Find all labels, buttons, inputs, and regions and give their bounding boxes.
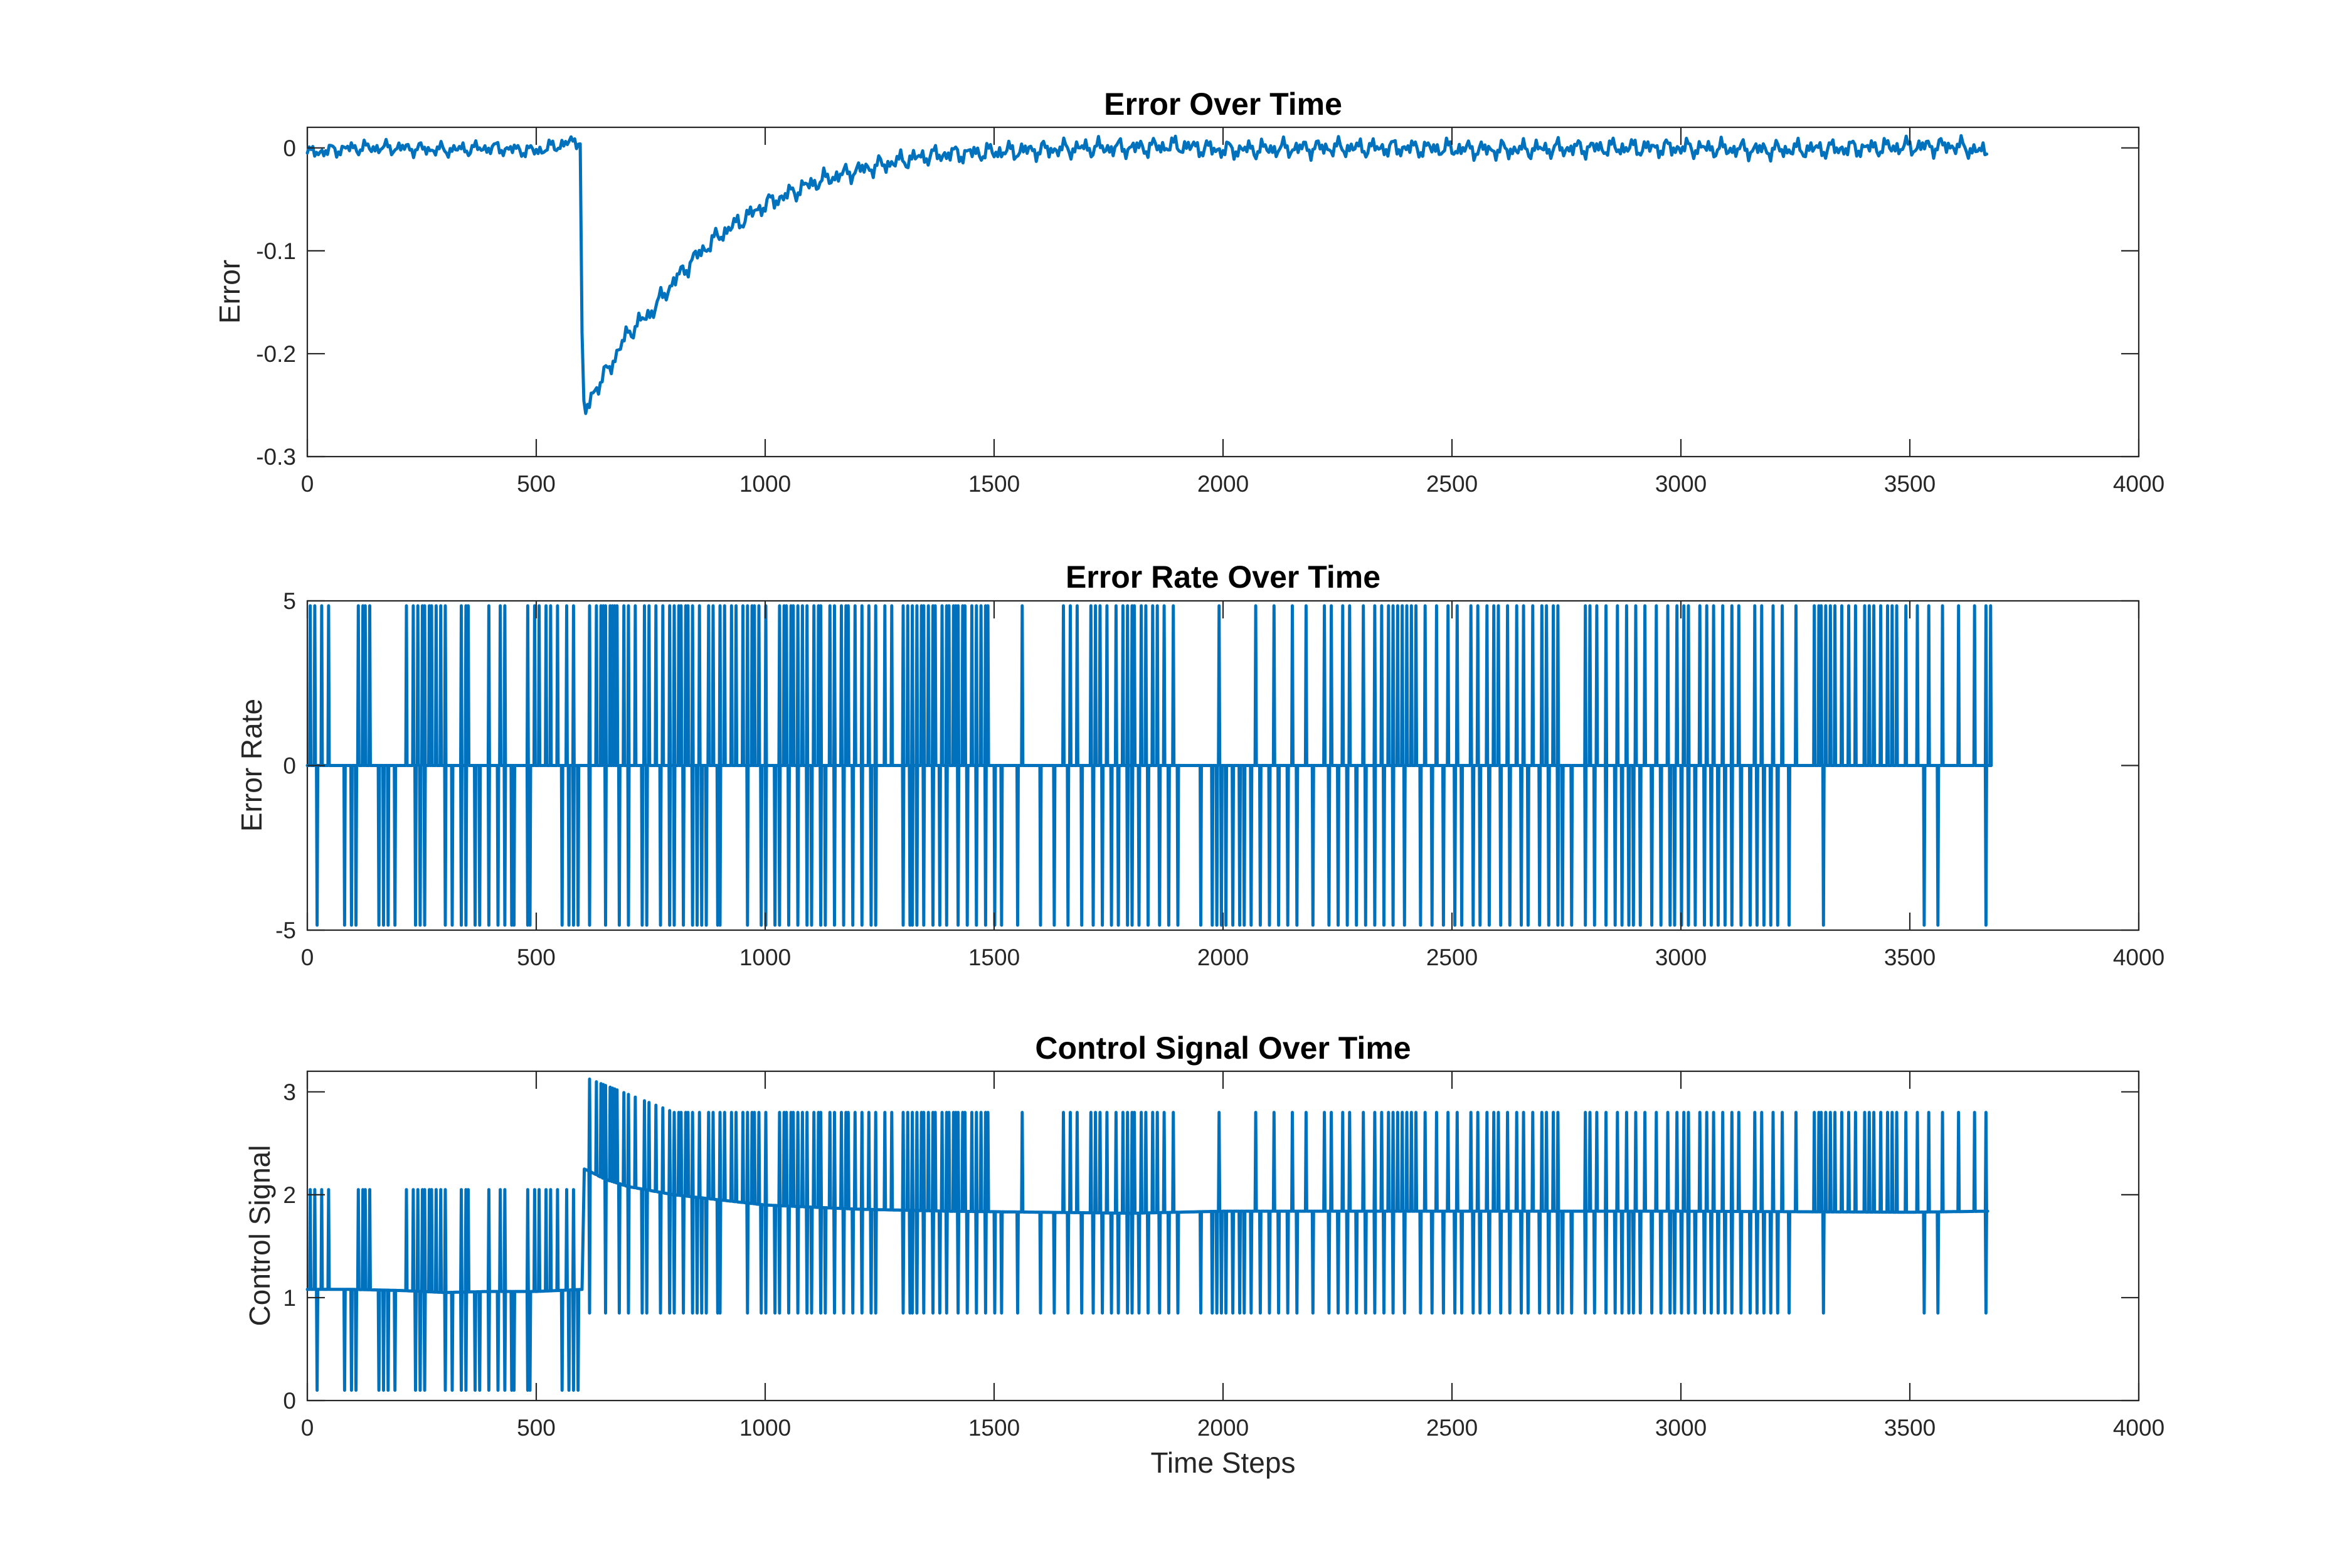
control-signal-x-tick-label: 1000 <box>739 1415 791 1441</box>
error-rate-x-tick-label: 4000 <box>2113 945 2164 970</box>
error-x-tick-label: 2000 <box>1197 471 1249 497</box>
error-y-tick-label: -0.3 <box>256 444 296 470</box>
error-y-tick-label: -0.1 <box>256 238 296 264</box>
error-x-tick-label: 0 <box>301 471 314 497</box>
error-rate-x-tick-label: 1000 <box>739 945 791 970</box>
control-signal-x-tick-label: 4000 <box>2113 1415 2164 1441</box>
control-signal-x-tick-label: 3000 <box>1655 1415 1707 1441</box>
error-rate-x-tick-label: 3500 <box>1884 945 1936 970</box>
control-signal-x-tick-label: 1500 <box>968 1415 1020 1441</box>
error-rate-panel: 0 500 1000 1500 2000 2500 3000 3500 4000-505 Err… <box>235 559 2164 970</box>
error-rate-x-tick-label: 0 <box>301 945 314 970</box>
control-signal-x-tick-label: 2000 <box>1197 1415 1249 1441</box>
error-rate-x-tick-label: 2500 <box>1426 945 1478 970</box>
error-rate-x-tick-label: 1500 <box>968 945 1020 970</box>
error-x-tick-label: 3000 <box>1655 471 1707 497</box>
error-rate-x-tick-label: 500 <box>517 945 556 970</box>
error-axes <box>306 126 2140 458</box>
control-signal-series-line <box>305 1078 1989 1392</box>
error-rate-y-tick-label: -5 <box>275 918 296 943</box>
error-x-tick-label: 2500 <box>1426 471 1478 497</box>
error-x-tick-label: 1500 <box>968 471 1020 497</box>
control-signal-panel: 0 500 1000 1500 2000 2500 3000 3500 4000 0 1 2 3 Con… <box>243 1030 2164 1479</box>
error-rate-series-line <box>305 604 1993 927</box>
error-rate-y-tick-label: 0 <box>283 753 296 779</box>
error-x-tick-label: 4000 <box>2113 471 2164 497</box>
control-signal-y-axis-label: Control Signal <box>243 1145 276 1327</box>
error-panel: 0 500 1000 1500 2000 2500 3000 3500 4000 -0.3 -0.2… <box>213 87 2164 497</box>
error-y-tick-label: -0.2 <box>256 341 296 367</box>
error-series-line <box>305 134 1989 415</box>
error-y-tick-label: 0 <box>283 135 296 161</box>
x-axis-label: Time Steps <box>1151 1446 1296 1479</box>
error-rate-y-axis-label: Error Rate <box>235 699 268 832</box>
control-signal-y-tick-label: 3 <box>283 1079 296 1105</box>
control-signal-y-tick-label: 2 <box>283 1182 296 1208</box>
error-x-tick-label: 500 <box>517 471 556 497</box>
control-signal-x-tick-label: 500 <box>517 1415 556 1441</box>
control-signal-x-tick-label: 2500 <box>1426 1415 1478 1441</box>
error-y-axis-label: Error <box>213 260 246 324</box>
control-signal-x-tick-label: 0 <box>301 1415 314 1441</box>
error-rate-chart-title: Error Rate Over Time <box>1066 559 1380 595</box>
error-x-tick-label: 3500 <box>1884 471 1936 497</box>
control-signal-x-tick-label: 3500 <box>1884 1415 1936 1441</box>
error-rate-x-tick-label: 2000 <box>1197 945 1249 970</box>
control-signal-y-tick-label: 0 <box>283 1388 296 1414</box>
control-signal-chart-title: Control Signal Over Time <box>1035 1030 1411 1066</box>
error-rate-y-tick-label: 5 <box>283 588 296 614</box>
error-rate-x-tick-label: 3000 <box>1655 945 1707 970</box>
error-chart-title: Error Over Time <box>1104 87 1342 122</box>
control-signal-y-tick-label: 1 <box>283 1285 296 1311</box>
error-x-tick-label: 1000 <box>739 471 791 497</box>
